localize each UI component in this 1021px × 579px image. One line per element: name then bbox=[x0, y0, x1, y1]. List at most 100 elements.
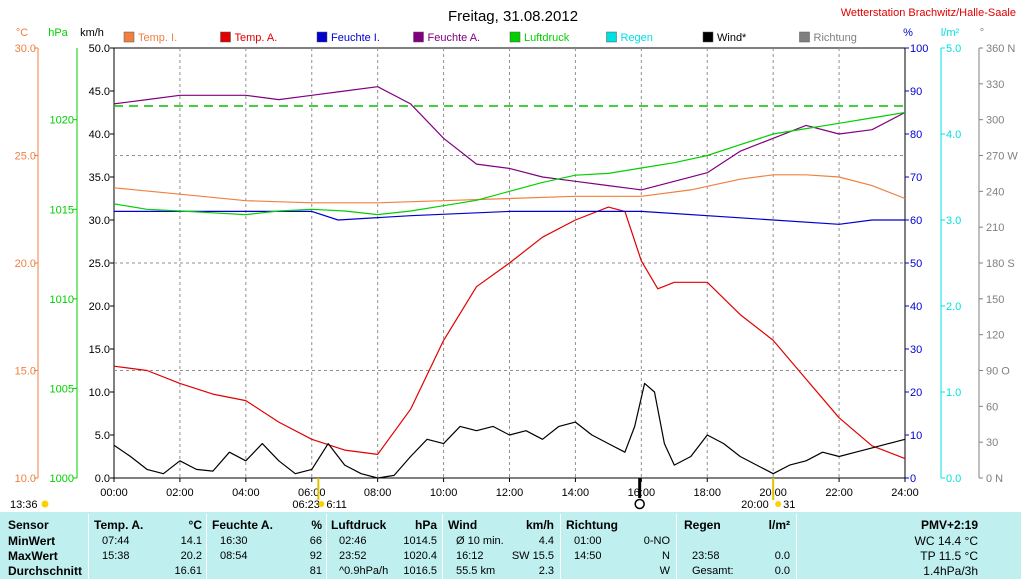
series-humidity-outer bbox=[113, 86, 906, 191]
stats-value-direction: W bbox=[659, 565, 670, 577]
humidity-tick-label: 80 bbox=[910, 129, 922, 141]
legend-swatch bbox=[123, 31, 135, 43]
stats-label-max: MaxWert bbox=[8, 549, 58, 563]
stats-pmv-row: 1.4hPa/3h bbox=[923, 564, 978, 578]
stats-col-pressure: Luftdruck hPa 02:46 1014.5 23:52 1020.4 ^0.9hP… bbox=[331, 512, 437, 579]
weather-chart: 00:00 02:00 04:00 06:00 08:00 10:00 12:00 14:00… bbox=[0, 0, 1021, 512]
legend-label: Richtung bbox=[814, 32, 857, 44]
humidity-tick-label: 30 bbox=[910, 344, 922, 356]
stats-value-wind: 2.3 bbox=[538, 565, 554, 577]
wind-tick-label: 20.0 bbox=[89, 301, 110, 313]
pressure-tick-label: 1010 bbox=[50, 294, 74, 306]
stats-label-avg: Durchschnitt bbox=[8, 564, 83, 578]
temp-tick-label: 25.0 bbox=[15, 151, 36, 163]
legend-label: Feuchte I. bbox=[331, 32, 380, 44]
series-lines bbox=[113, 86, 906, 479]
legend-swatch bbox=[413, 31, 424, 43]
direction-tick-label: 30 bbox=[986, 437, 998, 449]
pressure-tick-label: 1005 bbox=[50, 383, 74, 395]
stats-label-min: MinWert bbox=[8, 534, 56, 548]
stats-time-rain: 23:58 bbox=[692, 550, 720, 562]
direction-tick-label: 270 W bbox=[986, 151, 1018, 163]
legend-swatch bbox=[220, 31, 231, 43]
stats-time-humidity: 16:30 bbox=[220, 535, 248, 547]
statistics-panel: Sensor MinWert MaxWert Durchschnitt Temp… bbox=[0, 512, 1021, 579]
x-tick-label: 12:00 bbox=[496, 487, 524, 499]
stats-unit-temp: °C bbox=[188, 518, 202, 532]
stats-col-wind: Wind km/h Ø 10 min. 4.4 16:12 SW 15.5 55.5 km 2… bbox=[448, 512, 554, 579]
chart-background bbox=[0, 0, 1021, 512]
stats-separator bbox=[796, 514, 797, 579]
x-tick-label: 10:00 bbox=[430, 487, 458, 499]
humidity-unit-label: % bbox=[903, 27, 913, 39]
direction-unit-label: ° bbox=[980, 27, 984, 39]
legend: Temp. I. Temp. A. Feuchte I. Feuchte A. Luft… bbox=[123, 31, 857, 44]
stats-time-pressure: ^0.9hPa/h bbox=[339, 565, 389, 577]
stats-col-sensor: Sensor MinWert MaxWert Durchschnitt bbox=[8, 512, 88, 579]
stats-time-pressure: 02:46 bbox=[339, 535, 367, 547]
direction-tick-label: 210 bbox=[986, 222, 1004, 234]
humidity-tick-label: 10 bbox=[910, 430, 922, 442]
x-tick-label: 18:00 bbox=[693, 487, 721, 499]
station-name: Wetterstation Brachwitz/Halle-Saale bbox=[841, 7, 1016, 19]
direction-tick-label: 0 N bbox=[986, 473, 1003, 485]
stats-header-humidity: Feuchte A. bbox=[212, 518, 273, 532]
stats-time-wind: 55.5 km bbox=[456, 565, 496, 577]
humidity-tick-label: 40 bbox=[910, 301, 922, 313]
stats-value-humidity: 66 bbox=[309, 535, 322, 547]
stats-value-direction: N bbox=[662, 550, 670, 562]
stats-value-humidity: 92 bbox=[309, 550, 322, 562]
direction-tick-label: 330 bbox=[986, 79, 1004, 91]
sun-mark-evening-label: 31 bbox=[783, 499, 795, 511]
stats-unit-rain: l/m² bbox=[768, 518, 790, 532]
rain-tick-label: 1.0 bbox=[946, 387, 961, 399]
x-tick-label: 02:00 bbox=[166, 487, 194, 499]
stats-col-temp: Temp. A. °C 07:44 14.1 15:38 20.2 16.61 bbox=[94, 512, 202, 579]
direction-tick-label: 60 bbox=[986, 401, 998, 413]
stats-time-pressure: 23:52 bbox=[339, 550, 367, 562]
stats-header-direction: Richtung bbox=[566, 518, 618, 532]
x-tick-label: 16:00 bbox=[628, 487, 656, 499]
legend-swatch bbox=[799, 31, 810, 43]
stats-pmv-row: TP 11.5 °C bbox=[920, 549, 978, 563]
stats-time-wind: Ø 10 min. bbox=[456, 535, 504, 547]
rain-tick-label: 4.0 bbox=[946, 129, 961, 141]
sun-annotations: 13:36 06:23 6:11 20:00 31 bbox=[10, 478, 795, 511]
x-tick-label: 22:00 bbox=[825, 487, 853, 499]
stats-col-rain: Regen l/m² 23:58 0.0 Gesamt: 0.0 bbox=[684, 512, 790, 579]
stats-header-temp: Temp. A. bbox=[94, 518, 144, 532]
direction-tick-label: 90 O bbox=[986, 366, 1010, 378]
x-tick-label: 08:00 bbox=[364, 487, 392, 499]
x-tick-label: 24:00 bbox=[891, 487, 919, 499]
stats-header-wind: Wind bbox=[448, 518, 478, 532]
humidity-tick-label: 60 bbox=[910, 215, 922, 227]
stats-time-rain: Gesamt: bbox=[692, 565, 734, 577]
legend-swatch bbox=[509, 31, 521, 43]
legend-swatch bbox=[316, 31, 328, 43]
sunrise-label: 06:23 bbox=[292, 499, 320, 511]
stats-value-temp: 20.2 bbox=[180, 550, 202, 562]
wind-tick-label: 15.0 bbox=[89, 344, 110, 356]
wind-tick-label: 30.0 bbox=[89, 215, 110, 227]
pressure-tick-label: 1015 bbox=[50, 204, 74, 216]
stats-value-pressure: 1020.4 bbox=[403, 550, 437, 562]
stats-header-pmv: PMV+2:19 bbox=[920, 518, 978, 532]
stats-time-direction: 01:00 bbox=[574, 535, 602, 547]
pressure-tick-label: 1020 bbox=[50, 115, 74, 127]
wind-tick-label: 45.0 bbox=[89, 86, 110, 98]
stats-header-rain: Regen bbox=[684, 518, 721, 532]
direction-tick-label: 360 N bbox=[986, 43, 1015, 55]
series-temp-inner bbox=[113, 174, 906, 204]
wind-tick-label: 10.0 bbox=[89, 387, 110, 399]
rain-unit-label: l/m² bbox=[941, 27, 960, 39]
stats-value-temp: 16.61 bbox=[174, 565, 202, 577]
series-wind bbox=[113, 382, 906, 479]
stats-unit-humidity: % bbox=[311, 518, 322, 532]
stats-value-rain: 0.0 bbox=[774, 550, 790, 562]
legend-swatch bbox=[702, 31, 714, 43]
wind-unit-label: km/h bbox=[80, 27, 104, 39]
rain-tick-label: 5.0 bbox=[946, 43, 961, 55]
wind-tick-label: 0.0 bbox=[95, 473, 110, 485]
wind-tick-label: 50.0 bbox=[89, 43, 110, 55]
sun-mark-morning-label: 6:11 bbox=[326, 499, 347, 511]
